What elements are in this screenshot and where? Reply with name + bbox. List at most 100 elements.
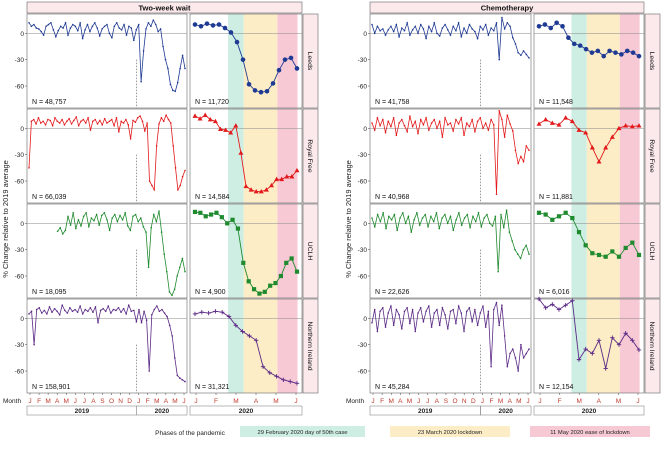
site-label: Northern Ireland: [306, 321, 313, 370]
data-point-left: [398, 122, 400, 124]
data-point-left: [414, 120, 417, 123]
data-point-right: [601, 53, 607, 59]
data-point-left: [413, 219, 415, 221]
data-point-left: [522, 160, 525, 163]
data-point-left: [110, 118, 113, 121]
phase-band: [243, 204, 278, 298]
column-title-box: [369, 1, 645, 14]
data-point-left: [55, 36, 57, 38]
data-point-left: [465, 310, 468, 313]
column-title: Two-week wait: [139, 4, 191, 13]
data-point-left: [498, 58, 501, 61]
data-point-left: [465, 122, 468, 124]
data-point-left: [500, 213, 502, 216]
data-point-right: [571, 41, 577, 47]
data-point-left: [432, 220, 435, 223]
data-point-left: [104, 310, 107, 313]
site-strip: [644, 108, 661, 204]
site-label: Leeds: [648, 52, 655, 71]
series-line-right: [538, 298, 640, 369]
data-point-left: [89, 306, 92, 309]
series-line-left: [371, 302, 530, 372]
data-point-left: [480, 226, 483, 228]
data-point-left: [403, 29, 406, 32]
data-point-right: [199, 309, 204, 315]
data-point-left: [400, 27, 403, 29]
data-point-left: [118, 131, 120, 133]
data-point-left: [471, 28, 473, 30]
data-point-right: [624, 48, 630, 54]
y-tick-label: -30: [15, 152, 25, 159]
x-tick-label: M: [154, 398, 159, 405]
data-point-left: [494, 215, 497, 218]
data-point-right: [274, 176, 280, 182]
data-point-left: [93, 219, 95, 222]
data-point-right: [251, 287, 257, 292]
data-point-right: [225, 221, 230, 226]
data-point-left: [468, 23, 471, 26]
data-point-left: [474, 308, 476, 311]
y-tick-label: -60: [358, 274, 368, 281]
data-point-left: [446, 29, 449, 31]
phase-band: [243, 109, 278, 203]
data-point-left: [482, 305, 484, 307]
data-point-left: [135, 321, 138, 323]
data-point-left: [505, 209, 508, 211]
data-point-left: [80, 225, 82, 227]
data-point-left: [59, 25, 62, 28]
x-tick-label: F: [558, 398, 562, 405]
data-point-left: [387, 29, 390, 31]
x-tick-label: N: [462, 398, 467, 405]
legend-label: 11 May 2020 ease of lockdown: [550, 430, 630, 436]
panel-frame-left: [369, 13, 532, 109]
data-point-left: [392, 324, 395, 327]
data-point-left: [28, 313, 30, 315]
legend-swatch: [240, 426, 365, 437]
x-tick-label: J: [28, 398, 31, 405]
data-point-left: [156, 305, 158, 307]
data-point-right: [623, 331, 628, 336]
data-point-left: [103, 211, 106, 214]
data-point-right: [253, 188, 259, 194]
data-point-left: [438, 324, 441, 327]
data-point-right: [278, 273, 283, 279]
data-point-left: [150, 226, 152, 229]
data-point-right: [228, 30, 234, 35]
x-tick-label: O: [453, 398, 458, 405]
data-point-left: [511, 130, 514, 132]
data-point-left: [53, 307, 56, 310]
x-tick-label: M: [576, 398, 581, 405]
data-point-left: [484, 326, 487, 328]
data-point-left: [112, 308, 115, 311]
data-point-left: [474, 30, 476, 33]
data-point-left: [398, 36, 400, 38]
data-point-left: [92, 120, 94, 123]
data-point-left: [487, 129, 490, 131]
data-point-right: [257, 291, 262, 296]
data-point-left: [516, 253, 519, 255]
data-point-right: [550, 302, 555, 307]
data-point-left: [486, 213, 488, 216]
data-point-left: [173, 288, 176, 291]
data-point-left: [435, 211, 438, 214]
data-point-left: [444, 213, 446, 216]
data-point-right: [576, 357, 582, 362]
data-point-left: [436, 32, 438, 35]
data-point-left: [373, 32, 376, 35]
data-point-left: [166, 270, 168, 273]
y-axis-label: % Change relative to 2019 average: [1, 160, 10, 278]
data-point-right: [563, 210, 568, 215]
x-tick-label: J: [137, 398, 140, 405]
data-point-left: [522, 357, 525, 359]
data-point-left: [387, 120, 390, 123]
data-point-left: [395, 23, 398, 26]
data-point-left: [48, 306, 51, 308]
data-point-right: [619, 52, 624, 57]
data-point-left: [498, 109, 501, 112]
data-point-left: [59, 226, 61, 229]
panel-frame-left: [26, 298, 188, 394]
data-point-right: [267, 370, 272, 375]
data-point-left: [92, 311, 94, 313]
x-tick-label: A: [55, 398, 60, 405]
data-point-left: [506, 21, 509, 24]
